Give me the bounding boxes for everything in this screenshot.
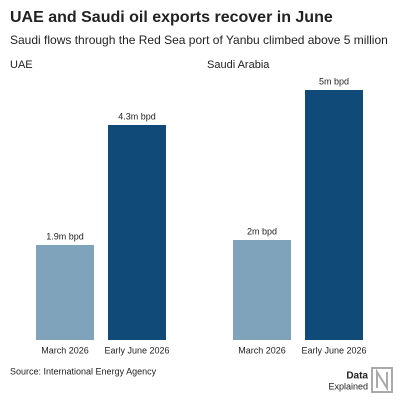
panel-title: Saudi Arabia <box>207 59 270 71</box>
chart-subtitle: Saudi flows through the Red Sea port of … <box>10 33 388 47</box>
x-tick-label: March 2026 <box>41 345 89 355</box>
bar <box>108 125 166 340</box>
brand-line1: Data <box>346 371 368 382</box>
value-label: 5m bpd <box>319 76 349 86</box>
brand-logo-mark <box>376 368 388 392</box>
value-label: 2m bpd <box>247 226 277 236</box>
value-label: 4.3m bpd <box>118 111 156 121</box>
x-tick-label: Early June 2026 <box>301 345 366 355</box>
x-tick-label: March 2026 <box>238 345 286 355</box>
bar <box>36 245 94 340</box>
value-label: 1.9m bpd <box>46 231 84 241</box>
panel-title: UAE <box>10 59 33 71</box>
brand-line2: Explained <box>328 381 368 391</box>
chart-title: UAE and Saudi oil exports recover in Jun… <box>10 9 333 26</box>
bar <box>233 240 291 340</box>
bar <box>305 90 363 340</box>
brand-logo <box>371 367 393 393</box>
x-tick-label: Early June 2026 <box>104 345 169 355</box>
source: Source: International Energy Agency <box>10 366 157 376</box>
